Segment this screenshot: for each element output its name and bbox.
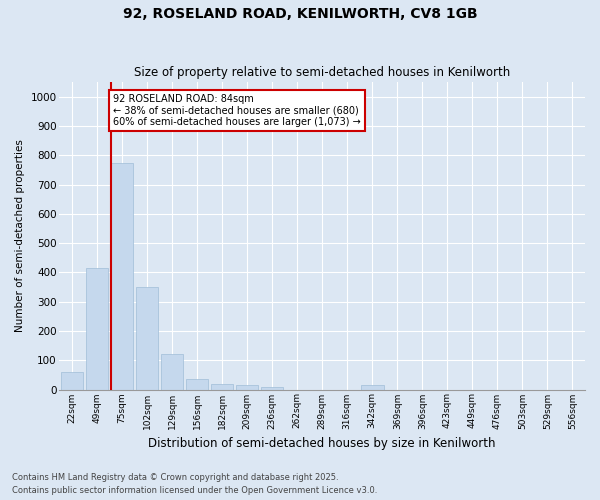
Bar [136, 287, 158, 390]
Bar [86, 268, 108, 390]
Text: Contains HM Land Registry data © Crown copyright and database right 2025.
Contai: Contains HM Land Registry data © Crown c… [12, 474, 377, 495]
Bar [361, 385, 383, 390]
Title: Size of property relative to semi-detached houses in Kenilworth: Size of property relative to semi-detach… [134, 66, 511, 80]
X-axis label: Distribution of semi-detached houses by size in Kenilworth: Distribution of semi-detached houses by … [148, 437, 496, 450]
Bar [236, 385, 259, 390]
Bar [161, 354, 184, 390]
Text: 92 ROSELAND ROAD: 84sqm
← 38% of semi-detached houses are smaller (680)
60% of s: 92 ROSELAND ROAD: 84sqm ← 38% of semi-de… [113, 94, 361, 127]
Bar [211, 384, 233, 390]
Text: 92, ROSELAND ROAD, KENILWORTH, CV8 1GB: 92, ROSELAND ROAD, KENILWORTH, CV8 1GB [122, 8, 478, 22]
Bar [111, 162, 133, 390]
Y-axis label: Number of semi-detached properties: Number of semi-detached properties [15, 140, 25, 332]
Bar [61, 372, 83, 390]
Bar [186, 380, 208, 390]
Bar [261, 386, 283, 390]
